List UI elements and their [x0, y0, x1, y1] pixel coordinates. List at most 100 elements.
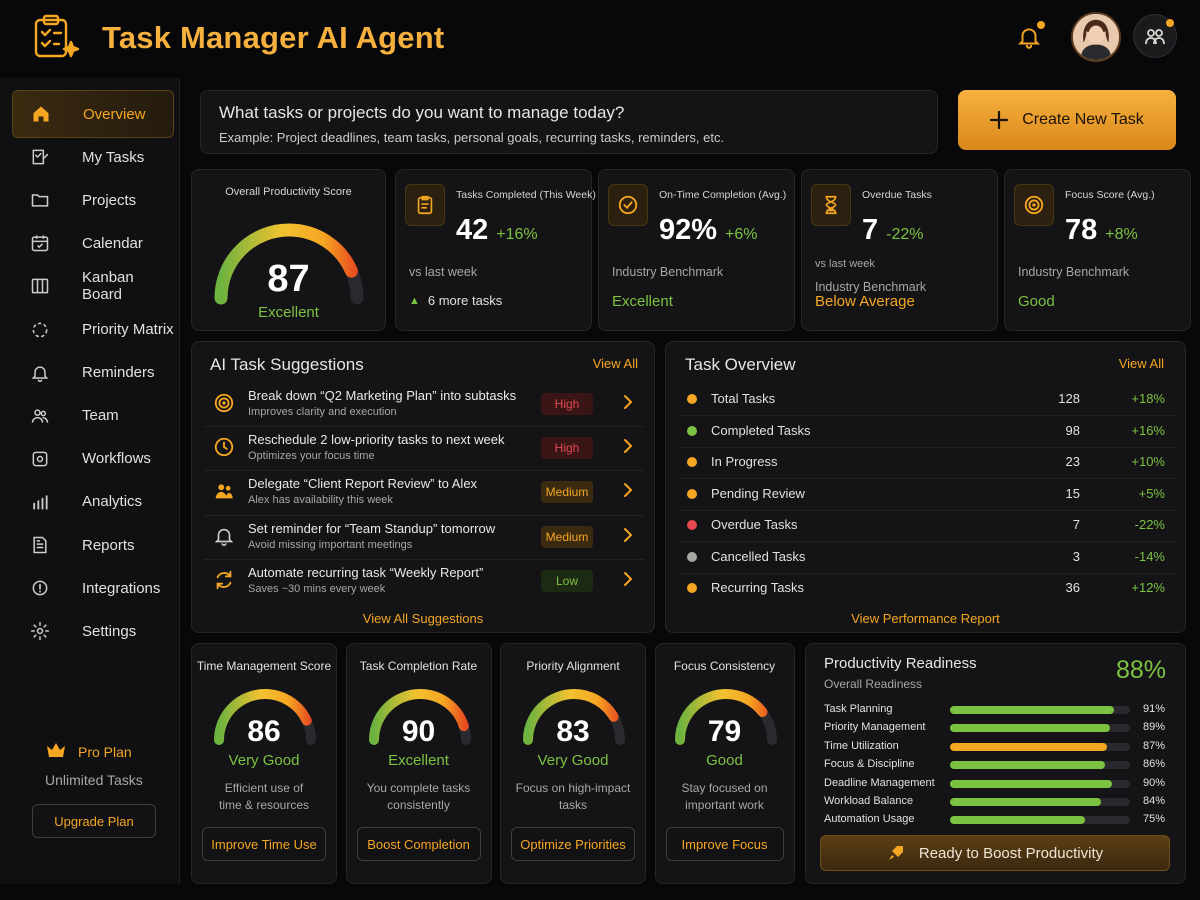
- status-dot: [687, 551, 697, 562]
- suggestion-subtitle: Optimizes your focus time: [248, 450, 375, 463]
- refresh-icon: [213, 569, 235, 591]
- overview-change: +18%: [1131, 391, 1165, 406]
- chevron-right-icon[interactable]: [622, 438, 634, 459]
- score-value: 79: [707, 715, 742, 748]
- kpi-value-row: 42 +16%: [456, 214, 538, 247]
- create-new-task-button[interactable]: Create New Task: [958, 90, 1176, 150]
- overview-label: Total Tasks: [711, 391, 776, 406]
- readiness-label: Task Planning: [824, 703, 893, 715]
- status-dot: [687, 425, 697, 436]
- suggestion-subtitle: Avoid missing important meetings: [248, 538, 413, 551]
- readiness-bar-track: [950, 761, 1130, 770]
- suggestion-row[interactable]: Delegate “Client Report Review” to Alex A…: [192, 470, 656, 516]
- sidebar-item-analytics[interactable]: Analytics: [12, 478, 174, 526]
- ready-to-boost-button[interactable]: Ready to Boost Productivity: [820, 835, 1170, 871]
- priority-badge: Medium: [541, 481, 593, 504]
- target-icon: [213, 392, 235, 414]
- score-description: You complete tasks: [366, 781, 471, 795]
- status-dot: [687, 394, 697, 404]
- sidebar-item-calendar[interactable]: Calendar: [12, 219, 174, 267]
- kpi-delta: +16%: [496, 226, 538, 243]
- sidebar-item-label: My Tasks: [82, 148, 145, 166]
- suggestion-title: Delegate “Client Report Review” to Alex: [248, 476, 478, 492]
- bell-icon: [213, 525, 235, 547]
- readiness-pct: 87%: [1142, 739, 1165, 752]
- sidebar-item-projects[interactable]: Projects: [12, 176, 174, 224]
- sidebar-item-workflows[interactable]: Workflows: [12, 435, 174, 483]
- sidebar-item-label: Analytics: [82, 493, 143, 511]
- rocket-icon: [888, 846, 903, 860]
- score-action-button[interactable]: Improve Time Use: [202, 827, 326, 861]
- chevron-right-icon[interactable]: [622, 527, 634, 548]
- prompt-question: What tasks or projects do you want to ma…: [219, 103, 625, 122]
- suggestion-row[interactable]: Automate recurring task “Weekly Report” S…: [192, 558, 656, 605]
- plus-icon: [990, 111, 1009, 129]
- sidebar-item-kanban-board[interactable]: Kanban Board: [12, 262, 174, 310]
- sidebar-item-reports[interactable]: Reports: [12, 521, 174, 569]
- up-triangle-icon: ▲: [409, 294, 420, 307]
- score-action-button[interactable]: Boost Completion: [356, 827, 481, 861]
- sidebar-item-reminders[interactable]: Reminders: [12, 349, 174, 397]
- row-divider: [678, 509, 1175, 511]
- chevron-right-icon[interactable]: [622, 394, 634, 415]
- chevron-right-icon[interactable]: [622, 571, 634, 592]
- view-performance-report-link[interactable]: View Performance Report: [851, 611, 1000, 626]
- row-divider: [678, 541, 1175, 542]
- score-title: Task Completion Rate: [359, 659, 478, 673]
- score-gauge: [210, 682, 320, 746]
- kpi-title: Tasks Completed (This Week): [456, 189, 596, 201]
- sidebar-item-team[interactable]: Team: [12, 392, 174, 440]
- sidebar-item-label: Team: [82, 407, 119, 425]
- upgrade-plan-button[interactable]: Upgrade Plan: [32, 804, 156, 838]
- row-divider: [204, 514, 644, 516]
- calendar-icon: [30, 233, 66, 253]
- suggestion-row[interactable]: Set reminder for “Team Standup” tomorrow…: [192, 514, 656, 561]
- sidebar-item-my-tasks[interactable]: My Tasks: [12, 133, 174, 181]
- score-action-button[interactable]: Optimize Priorities: [511, 827, 635, 861]
- kpi-card: Focus Score (Avg.) 78 +8% Industry Benchmar…: [1004, 169, 1191, 331]
- sidebar-item-priority-matrix[interactable]: Priority Matrix: [12, 306, 174, 354]
- kpi-value: 92%: [659, 214, 718, 246]
- sidebar-item-settings[interactable]: Settings: [12, 607, 174, 655]
- readiness-label: Workload Balance: [824, 795, 914, 807]
- score-title: Priority Alignment: [526, 659, 620, 673]
- avatar[interactable]: [1071, 12, 1121, 62]
- suggestion-row[interactable]: Reschedule 2 low-priority tasks to next …: [192, 426, 656, 472]
- prompt-bar[interactable]: What tasks or projects do you want to ma…: [200, 90, 938, 154]
- sidebar-item-overview[interactable]: Overview: [12, 90, 174, 138]
- notifications-button[interactable]: [1007, 15, 1051, 59]
- score-action-button[interactable]: Improve Focus: [665, 827, 784, 861]
- sidebar-item-integrations[interactable]: Integrations: [12, 564, 174, 612]
- readiness-label: Focus & Discipline: [824, 758, 915, 771]
- kpi-footer: Excellent: [612, 293, 673, 310]
- score-card: Time Management Score 86 Very Good Efficien…: [191, 643, 337, 884]
- score-card: Priority Alignment 83 Very Good Focus on hi…: [500, 643, 646, 884]
- kpi-value-row: 92% +6%: [659, 214, 758, 247]
- suggestion-row[interactable]: Break down “Q2 Marketing Plan” into subt…: [192, 384, 656, 428]
- kpi-value: 78: [1065, 214, 1098, 246]
- status-dot: [687, 583, 697, 593]
- kpi-comparison: vs last week: [815, 258, 875, 270]
- overview-count: 98: [1065, 422, 1080, 438]
- score-rating: Good: [706, 752, 743, 769]
- productivity-readiness-panel: Productivity Readiness Overall Readiness…: [805, 643, 1186, 884]
- overview-view-all[interactable]: View All: [1118, 356, 1164, 371]
- team-button[interactable]: [1133, 14, 1177, 58]
- row-divider: [204, 558, 644, 560]
- readiness-bar-fill: [950, 742, 1107, 751]
- plan-name: Pro Plan: [78, 744, 132, 760]
- row-divider: [204, 426, 644, 428]
- sidebar-item-label: Reminders: [82, 364, 155, 382]
- suggestions-view-all[interactable]: View All: [592, 356, 638, 371]
- productivity-title: Overall Productivity Score: [225, 186, 352, 198]
- overview-row: Overdue Tasks 7 -22%: [666, 512, 1187, 542]
- chevron-right-icon[interactable]: [622, 482, 634, 503]
- row-divider: [678, 478, 1175, 479]
- readiness-title: Productivity Readiness: [824, 655, 977, 672]
- readiness-bar-fill: [950, 761, 1105, 770]
- readiness-row: Workload Balance 84%: [806, 795, 1187, 811]
- overview-label: Completed Tasks: [711, 422, 811, 438]
- view-all-suggestions-link[interactable]: View All Suggestions: [362, 611, 484, 626]
- overview-change: -22%: [1134, 517, 1165, 532]
- app-logo: [30, 12, 82, 64]
